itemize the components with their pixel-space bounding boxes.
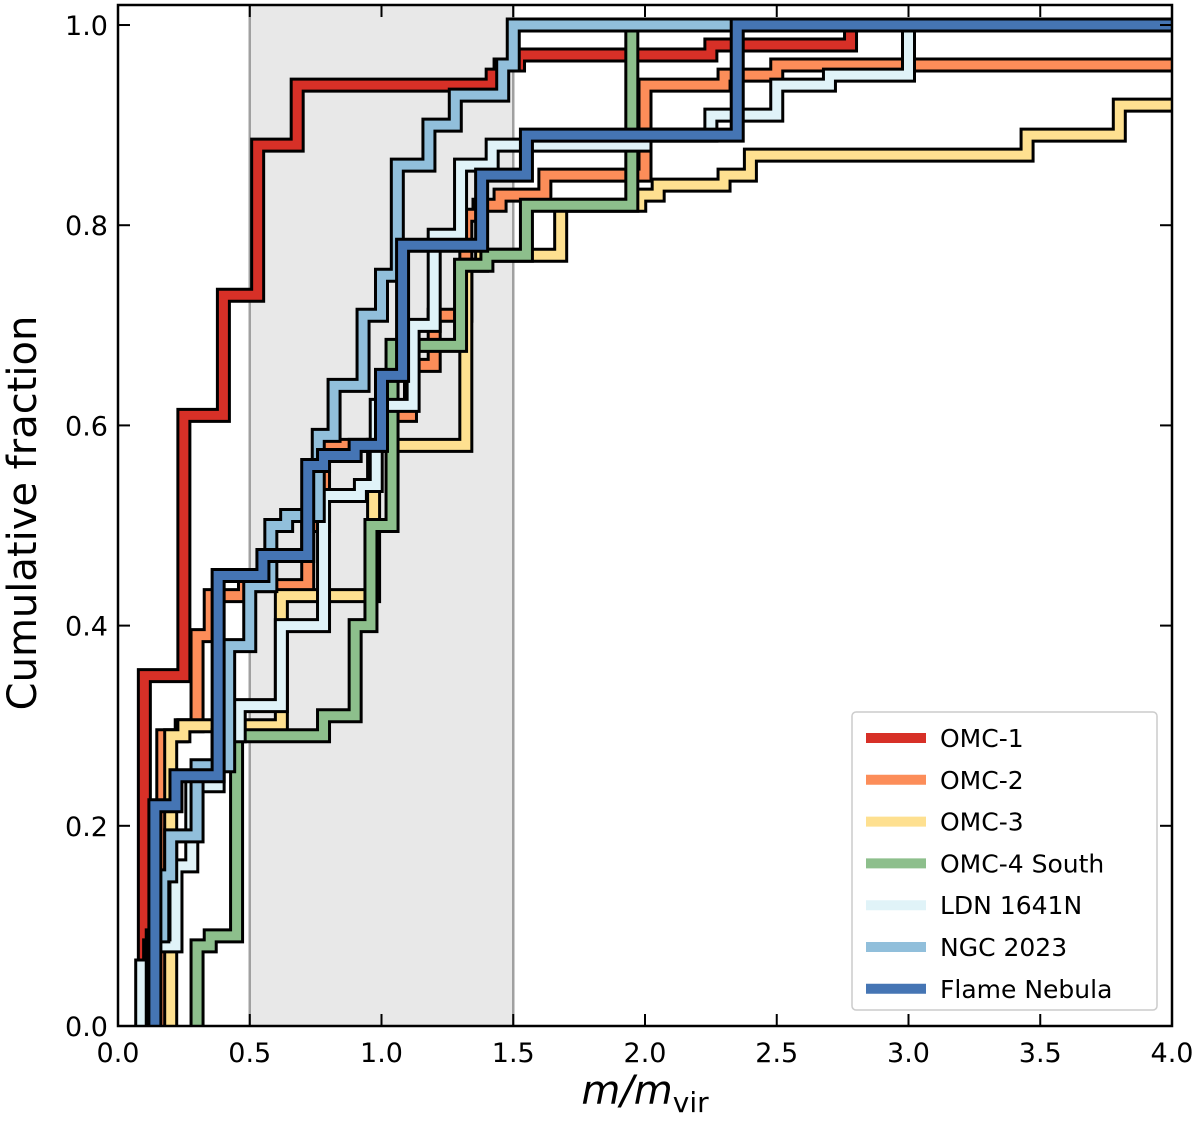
x-axis-label-main: m/m <box>581 1068 672 1114</box>
legend-label: OMC-1 <box>940 724 1024 753</box>
series-ngc-2023 <box>144 17 1172 1026</box>
series-layer <box>134 17 1172 1026</box>
legend-box <box>851 711 1158 1011</box>
series-line <box>150 20 1172 1026</box>
legend-label: OMC-2 <box>940 766 1024 795</box>
y-tick-label: 0.4 <box>65 612 108 643</box>
legend-label: OMC-4 South <box>940 849 1104 878</box>
x-tick-label: 1.0 <box>360 1038 403 1069</box>
series-omc-4-south <box>189 17 1172 1026</box>
y-tick-label: 1.0 <box>65 11 108 42</box>
x-tick-label: 3.5 <box>1019 1038 1062 1069</box>
legend-label: LDN 1641N <box>940 891 1082 920</box>
legend-label: Flame Nebula <box>940 975 1112 1004</box>
y-tick-label: 0.0 <box>65 1012 108 1043</box>
x-axis-label-sub: vir <box>673 1086 709 1119</box>
y-tick-label: 0.8 <box>65 211 108 242</box>
series-line <box>192 20 1172 1026</box>
y-tick-label: 0.2 <box>65 812 108 843</box>
y-tick-label: 0.6 <box>65 411 108 442</box>
legend-label: NGC 2023 <box>940 933 1067 962</box>
x-tick-label: 3.0 <box>887 1038 930 1069</box>
x-tick-label: 2.0 <box>624 1038 667 1069</box>
y-axis-label: Cumulative fraction <box>0 316 46 711</box>
axes: 0.0 0.5 1.0 1.5 2.0 2.5 3.0 3.5 4.0 0.0 0.2 0.4 0.6 0… <box>65 3 1194 1069</box>
series-line <box>147 20 1172 1026</box>
x-tick-label: 0.0 <box>97 1038 140 1069</box>
x-tick-label: 0.5 <box>228 1038 271 1069</box>
x-tick-label: 4.0 <box>1151 1038 1194 1069</box>
legend: OMC-1 OMC-2 OMC-3 OMC-4 South LDN 1641N NGC 2… <box>851 711 1158 1011</box>
x-tick-label: 1.5 <box>492 1038 535 1069</box>
x-axis-label: m/mvir <box>581 1068 709 1119</box>
x-tick-label: 2.5 <box>755 1038 798 1069</box>
series-flame-nebula <box>147 17 1172 1026</box>
legend-label: OMC-3 <box>940 808 1024 837</box>
